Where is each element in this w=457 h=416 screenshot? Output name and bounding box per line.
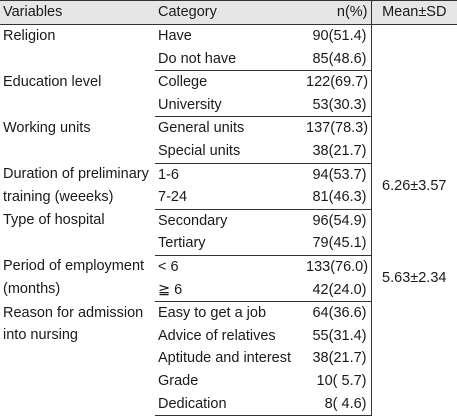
n-percent-cell: 94(53.7) (312, 166, 367, 183)
mean-sd-cell (370, 209, 457, 256)
category-cell: General units (158, 120, 245, 137)
category-cell: Secondary (158, 212, 228, 229)
category-cell: Advice of relatives (158, 327, 276, 344)
variable-working-units: Working units (3, 119, 91, 136)
n-percent-cell: 137(78.3) (306, 120, 369, 137)
n-percent-cell: 81(46.3) (303, 186, 371, 210)
table-row: Advice of relatives 55(31.4) (0, 325, 457, 348)
n-percent-cell: 53(30.3) (303, 93, 371, 118)
header-row: Variables Category n(%) Mean±SD (0, 0, 457, 25)
table-row: Dedication 8( 4.6) (0, 392, 457, 416)
n-percent-cell: 55(31.4) (312, 327, 367, 344)
category-cell: 1-6 (158, 166, 179, 183)
table-row: Working units General units 137(78.3) (0, 116, 457, 164)
n-percent-cell: 64(36.6) (312, 305, 367, 322)
mean-sd-cell (370, 70, 457, 117)
category-cell: Grade (158, 372, 199, 389)
n-percent-cell: 38(21.7) (312, 350, 367, 367)
table-row: Tertiary 79(45.1) (0, 232, 457, 256)
mean-sd-cell: 5.63±2.34 (370, 255, 457, 302)
table-row: Education level College 122(69.7) (0, 70, 457, 117)
header-category: Category (155, 0, 303, 25)
category-cell: Easy to get a job (158, 305, 267, 322)
header-n-percent: n(%) (303, 0, 371, 25)
n-percent-cell: 133(76.0) (306, 258, 369, 275)
category-cell: ≧ 6 (155, 278, 303, 303)
category-cell: College (158, 74, 208, 91)
variable-religion: Religion (3, 28, 56, 44)
table-row: Religion Have 90(51.4) (0, 24, 457, 71)
table-row: Special units 38(21.7) (0, 139, 457, 164)
n-percent-cell: 85(48.6) (303, 47, 371, 72)
category-cell: Do not have (155, 47, 303, 72)
category-cell: Dedication (155, 392, 303, 416)
table-row: University 53(30.3) (0, 93, 457, 118)
mean-sd-cell (370, 116, 457, 164)
n-percent-cell: 122(69.7) (306, 74, 369, 91)
variable-reason-for-admission: Reason for admission into nursing (3, 304, 144, 344)
category-cell: < 6 (158, 258, 179, 275)
n-percent-cell: 96(54.9) (312, 212, 367, 229)
n-percent-cell: 38(21.7) (303, 139, 371, 164)
n-percent-cell: 79(45.1) (303, 232, 371, 256)
table-row: ≧ 6 42(24.0) (0, 278, 457, 303)
n-percent-cell: 90(51.4) (312, 28, 367, 45)
variable-duration-training: Duration of preliminary training (weeeks… (3, 166, 149, 205)
variable-period-of-employment: Period of employment (months) (3, 258, 145, 298)
header-variables: Variables (0, 0, 155, 25)
category-cell: Have (158, 28, 192, 45)
variable-type-of-hospital: Type of hospital (3, 212, 105, 229)
mean-sd-cell: 6.26±3.57 (370, 163, 457, 210)
table-row: Grade 10( 5.7) (0, 370, 457, 393)
category-cell: Special units (155, 139, 303, 164)
n-percent-cell: 8( 4.6) (303, 392, 371, 416)
mean-sd-cell (370, 24, 457, 71)
category-cell: University (155, 93, 303, 118)
table-row: 7-24 81(46.3) (0, 186, 457, 210)
n-percent-cell: 42(24.0) (303, 278, 371, 303)
header-mean-sd: Mean±SD (370, 0, 457, 25)
table-row: Aptitude and interest 38(21.7) (0, 347, 457, 370)
table-row: Do not have 85(48.6) (0, 47, 457, 72)
table-row: Period of employment (months) < 6 133(76… (0, 255, 457, 302)
category-cell: 7-24 (155, 186, 303, 210)
n-percent-cell: 10( 5.7) (316, 372, 367, 389)
category-cell: Tertiary (155, 232, 303, 256)
variable-education-level: Education level (3, 73, 102, 90)
mean-sd-cell (370, 301, 457, 416)
category-cell: Aptitude and interest (158, 350, 292, 367)
table-row: Duration of preliminary training (weeeks… (0, 163, 457, 210)
table-row: Reason for admission into nursing Easy t… (0, 301, 457, 416)
table-row: Type of hospital Secondary 96(54.9) (0, 209, 457, 256)
